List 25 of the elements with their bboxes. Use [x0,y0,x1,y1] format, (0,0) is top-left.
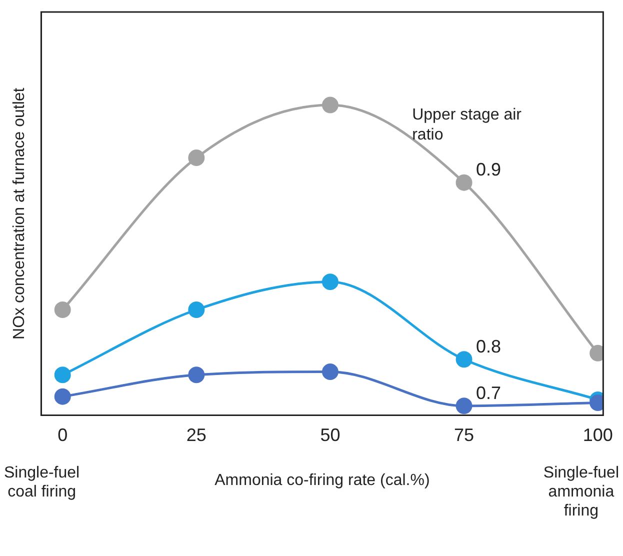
point [54,388,71,405]
point [456,174,472,191]
x-tick-label: 50 [320,424,340,445]
point [188,150,205,166]
annotation: Upper stage air ratio [412,106,522,144]
series-label: 0.8 [476,336,502,356]
text: Single-fuel coal firing [4,464,80,501]
point [188,366,205,384]
point [54,366,71,384]
x-axis-title: Ammonia co-firing rate (cal.%) [214,472,430,489]
point [456,398,472,414]
point [322,274,338,290]
series-label: 0.9 [476,160,502,180]
x-tick-label: 100 [582,424,613,445]
x-tick-label: 25 [186,424,206,445]
point [54,302,71,318]
x-tick-label: 75 [454,424,474,445]
x-tick-label: 0 [58,424,68,445]
y-axis-title: NOx concentration at furnace outlet [11,87,28,340]
series-label: 0.7 [476,382,502,403]
point [322,96,338,114]
text: Single-fuel ammonia firing [543,464,620,520]
point [456,351,472,368]
point [322,364,338,380]
point [188,302,205,318]
